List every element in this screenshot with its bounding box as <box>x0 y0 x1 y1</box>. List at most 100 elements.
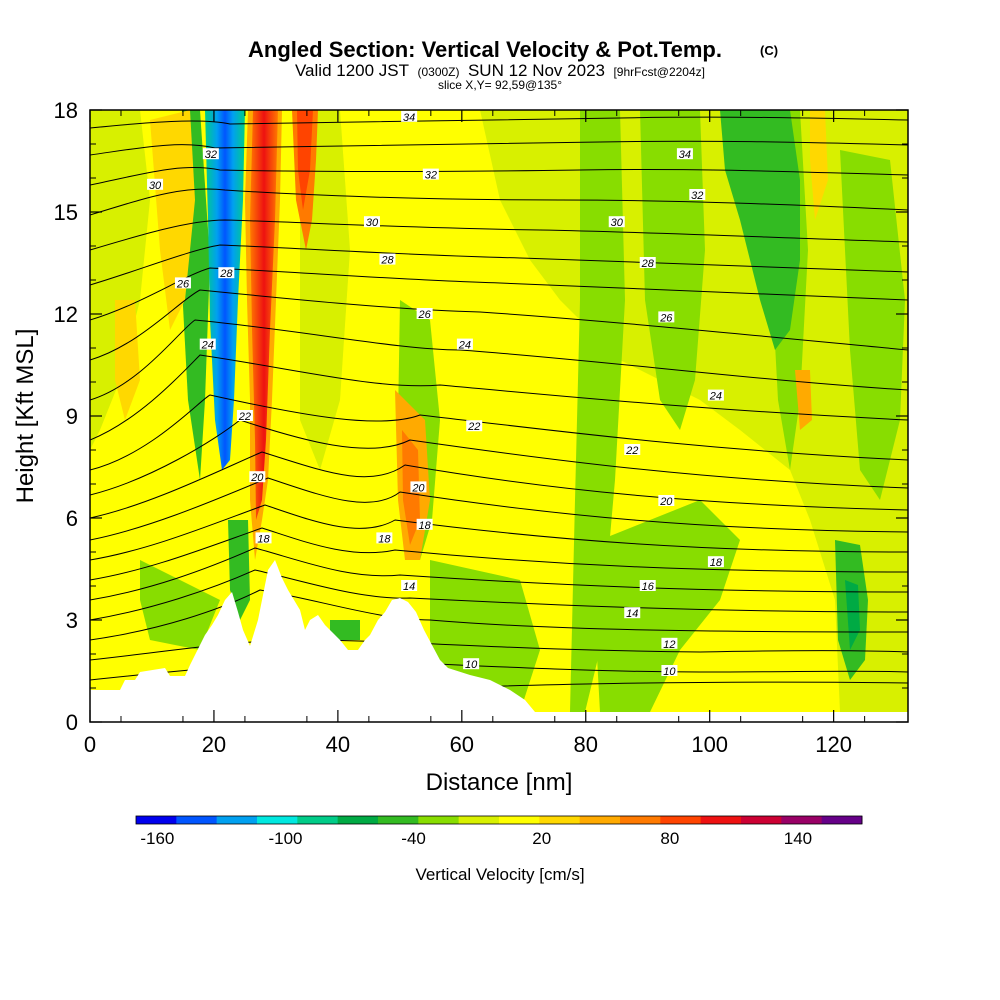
contour-label: 20 <box>249 471 266 484</box>
contour-label: 30 <box>363 216 380 229</box>
y-tick-label: 6 <box>66 506 78 531</box>
contour-label-text: 30 <box>611 217 624 229</box>
contour-label-bg <box>199 338 216 350</box>
slice-label: slice X,Y= 92,59@135° <box>438 78 562 92</box>
contour-label: 24 <box>707 389 724 403</box>
colorbar-swatch <box>216 816 258 824</box>
contour-label: 28 <box>379 253 396 267</box>
colorbar: -160 -100 -40 20 80 140 <box>135 815 863 848</box>
colorbar-swatch <box>337 816 379 824</box>
x-tick-label: 120 <box>815 732 852 757</box>
contour-label-text: 14 <box>626 608 638 620</box>
contour-label-text: 30 <box>366 217 379 229</box>
contour-label-text: 28 <box>219 268 233 280</box>
contour-label-bg <box>255 532 272 544</box>
contour-label: 18 <box>376 532 393 545</box>
x-tick-label: 60 <box>450 732 474 757</box>
contour-label-text: 26 <box>659 312 673 324</box>
colorbar-label: 140 <box>784 829 812 848</box>
contour-label-bg <box>422 168 439 180</box>
contour-labels: 34 32 30 32 34 32 30 30 28 28 28 26 26 26 24 24 24 22 22 22… <box>147 110 724 678</box>
contour-label-bg <box>363 216 380 228</box>
contour-label-bg <box>639 580 656 591</box>
contour-label-bg <box>707 389 724 401</box>
contour-label-bg <box>608 216 625 228</box>
colorbar-swatch <box>378 816 419 824</box>
contour-label-bg <box>707 556 724 568</box>
contour-label: 18 <box>707 556 724 569</box>
y-axis-title: Height [Kft MSL] <box>12 329 39 504</box>
contour-label-bg <box>466 420 483 432</box>
contour-label-bg <box>401 580 418 591</box>
contour-label-text: 22 <box>467 421 480 433</box>
axes: 0 20 40 60 80 100 120 0 3 6 9 12 15 18 <box>54 98 908 757</box>
contour-label: 18 <box>255 532 272 545</box>
x-tick-label: 20 <box>202 732 226 757</box>
contour-label: 20 <box>658 495 675 508</box>
contour-label-bg <box>202 148 219 160</box>
contour-label: 26 <box>416 308 433 321</box>
terrain-mask <box>90 560 908 722</box>
colorbar-label: -100 <box>268 829 302 848</box>
colorbar-swatch <box>418 816 460 824</box>
contour-label-bg <box>416 308 433 319</box>
contour-label: 16 <box>639 580 656 593</box>
contour-label-text: 22 <box>625 445 638 457</box>
contour-label: 22 <box>236 410 253 423</box>
colorbar-swatch <box>176 816 218 824</box>
contour-label: 22 <box>466 420 483 433</box>
x-tick-label: 0 <box>84 732 96 757</box>
contour-label: 32 <box>202 148 219 161</box>
contour-label: 30 <box>608 216 625 229</box>
y-tick-label: 0 <box>66 710 78 735</box>
contour-label-text: 24 <box>458 340 471 352</box>
contour-label-bg <box>376 532 393 544</box>
subtitle-forecast: [9hrFcst@2204z] <box>613 65 705 79</box>
contour-label-text: 26 <box>418 309 432 321</box>
contour-label: 34 <box>676 148 693 161</box>
chart-title: Angled Section: Vertical Velocity & Pot.… <box>248 37 722 62</box>
y-tick-label: 3 <box>66 608 78 633</box>
contour-label: 10 <box>463 658 480 671</box>
contour-label-text: 28 <box>641 258 655 270</box>
subtitle-date: SUN 12 Nov 2023 <box>468 61 605 80</box>
contour-label: 26 <box>658 311 675 324</box>
contour-label-bg <box>249 471 266 483</box>
y-tick-label: 15 <box>54 200 78 225</box>
y-tick-label: 18 <box>54 98 78 123</box>
contour-label-bg <box>147 178 164 190</box>
contour-label-bg <box>624 607 641 619</box>
colorbar-label: -160 <box>140 829 174 848</box>
contour-label-bg <box>218 267 235 279</box>
contour-label-text: 32 <box>691 190 703 202</box>
contour-label-text: 24 <box>709 391 722 403</box>
contour-label: 12 <box>661 637 678 651</box>
colorbar-swatch <box>257 816 298 824</box>
contour-label-bg <box>658 311 675 323</box>
colorbar-swatch <box>781 816 823 824</box>
colorbar-swatch <box>499 816 540 824</box>
contour-label-text: 16 <box>642 581 655 593</box>
contour-label: 22 <box>624 444 641 457</box>
subtitle-valid: Valid 1200 JST <box>295 61 409 80</box>
colorbar-swatch <box>539 816 581 824</box>
x-tick-label: 100 <box>691 732 728 757</box>
contour-label: 30 <box>147 178 164 192</box>
colorbar-swatch <box>700 816 742 824</box>
colorbar-title: Vertical Velocity [cm/s] <box>415 865 584 884</box>
colorbar-swatch <box>660 816 702 824</box>
colorbar-swatch <box>741 816 782 824</box>
contour-label: 34 <box>401 110 418 124</box>
contour-label-text: 24 <box>201 340 214 352</box>
colorbar-swatch <box>620 816 661 824</box>
contour-label-text: 34 <box>403 112 415 124</box>
contour-label: 32 <box>422 168 439 182</box>
y-tick-label: 9 <box>66 404 78 429</box>
contour-label-bg <box>658 495 675 506</box>
contour-label-text: 18 <box>257 533 270 545</box>
colorbar-label: 20 <box>532 829 551 848</box>
contour-label-text: 20 <box>659 496 673 508</box>
contour-label-text: 32 <box>205 149 217 161</box>
title-mark: (C) <box>760 43 778 58</box>
